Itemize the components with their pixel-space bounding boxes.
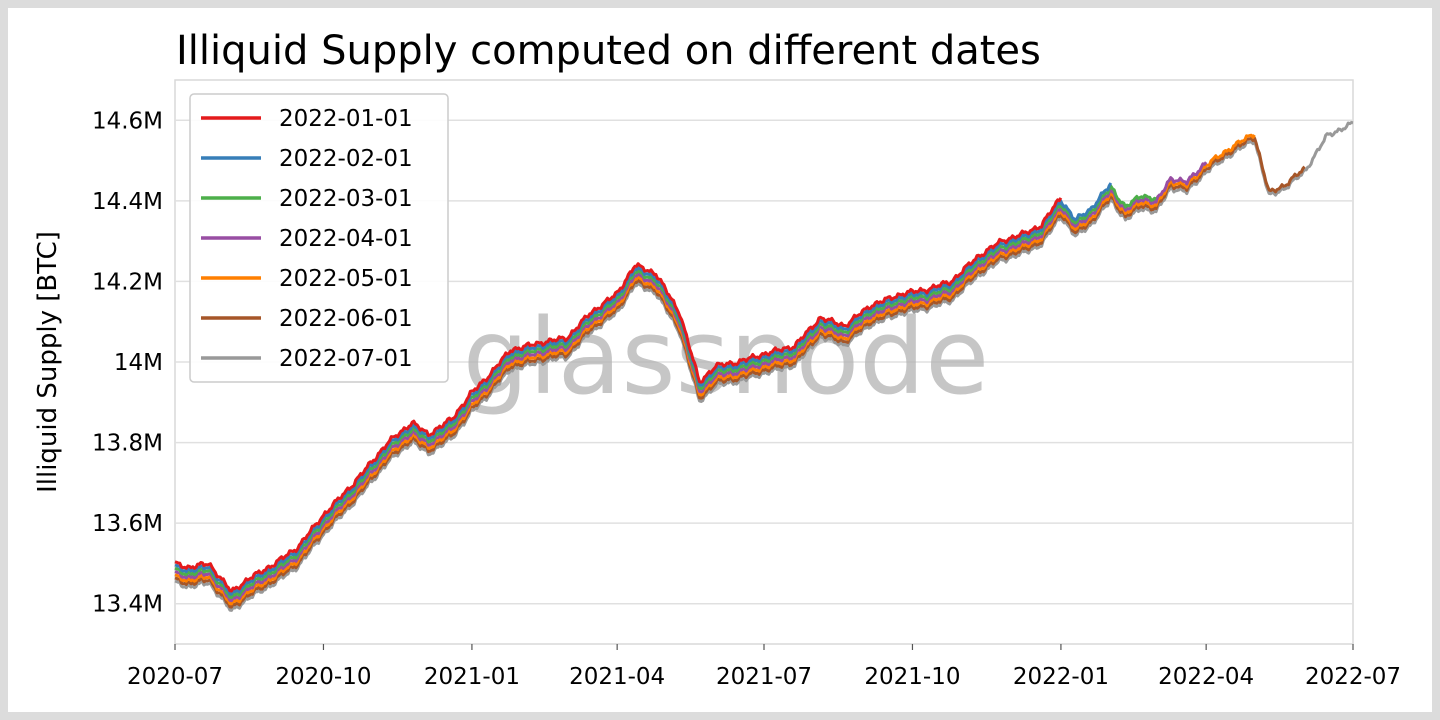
legend-label: 2022-07-01 (279, 346, 413, 372)
legend-label: 2022-02-01 (279, 146, 413, 172)
series-line-2022-01-01 (174, 197, 1063, 593)
y-tick-label: 13.6M (92, 511, 163, 537)
x-tick-label: 2022-04 (1158, 664, 1254, 690)
legend-label: 2022-05-01 (279, 266, 413, 292)
x-tick-label: 2020-07 (127, 664, 223, 690)
y-tick-labels: 13.4M 13.6M 13.8M 14M 14.2M 14.4M 14.6M (92, 108, 163, 617)
chart-frame: Illiquid Supply computed on different da… (8, 8, 1432, 712)
x-tick-label: 2021-10 (864, 664, 960, 690)
y-tick-label: 13.4M (92, 592, 163, 618)
x-tick-label: 2022-01 (1013, 664, 1109, 690)
y-tick-label: 14.6M (92, 108, 163, 134)
series-layer (174, 121, 1354, 612)
legend-box (189, 93, 449, 383)
x-tick-label: 2021-01 (424, 664, 520, 690)
x-tick-label: 2021-04 (569, 664, 665, 690)
x-tick-label: 2022-07 (1305, 664, 1401, 690)
x-tick-label: 2020-10 (275, 664, 371, 690)
series-line-2022-07-01 (174, 121, 1354, 612)
legend-label: 2022-01-01 (279, 106, 413, 132)
y-axis-label: Illiquid Supply [BTC] (33, 231, 63, 493)
legend-label: 2022-03-01 (279, 186, 413, 212)
x-tick-label: 2021-07 (716, 664, 812, 690)
y-tick-label: 14M (114, 350, 163, 376)
y-tick-label: 14.2M (92, 269, 163, 295)
legend: 2022-01-01 2022-02-01 2022-03-01 2022-04-01… (189, 93, 449, 383)
y-tick-label: 14.4M (92, 189, 163, 215)
chart-svg: Illiquid Supply computed on different da… (33, 28, 1401, 690)
x-tick-labels: 2020-07 2020-10 2021-01 2021-04 2021-07 2021-… (127, 664, 1401, 690)
legend-label: 2022-06-01 (279, 306, 413, 332)
chart-title: Illiquid Supply computed on different da… (176, 28, 1041, 74)
y-tick-label: 13.8M (92, 431, 163, 457)
legend-label: 2022-04-01 (279, 226, 413, 252)
